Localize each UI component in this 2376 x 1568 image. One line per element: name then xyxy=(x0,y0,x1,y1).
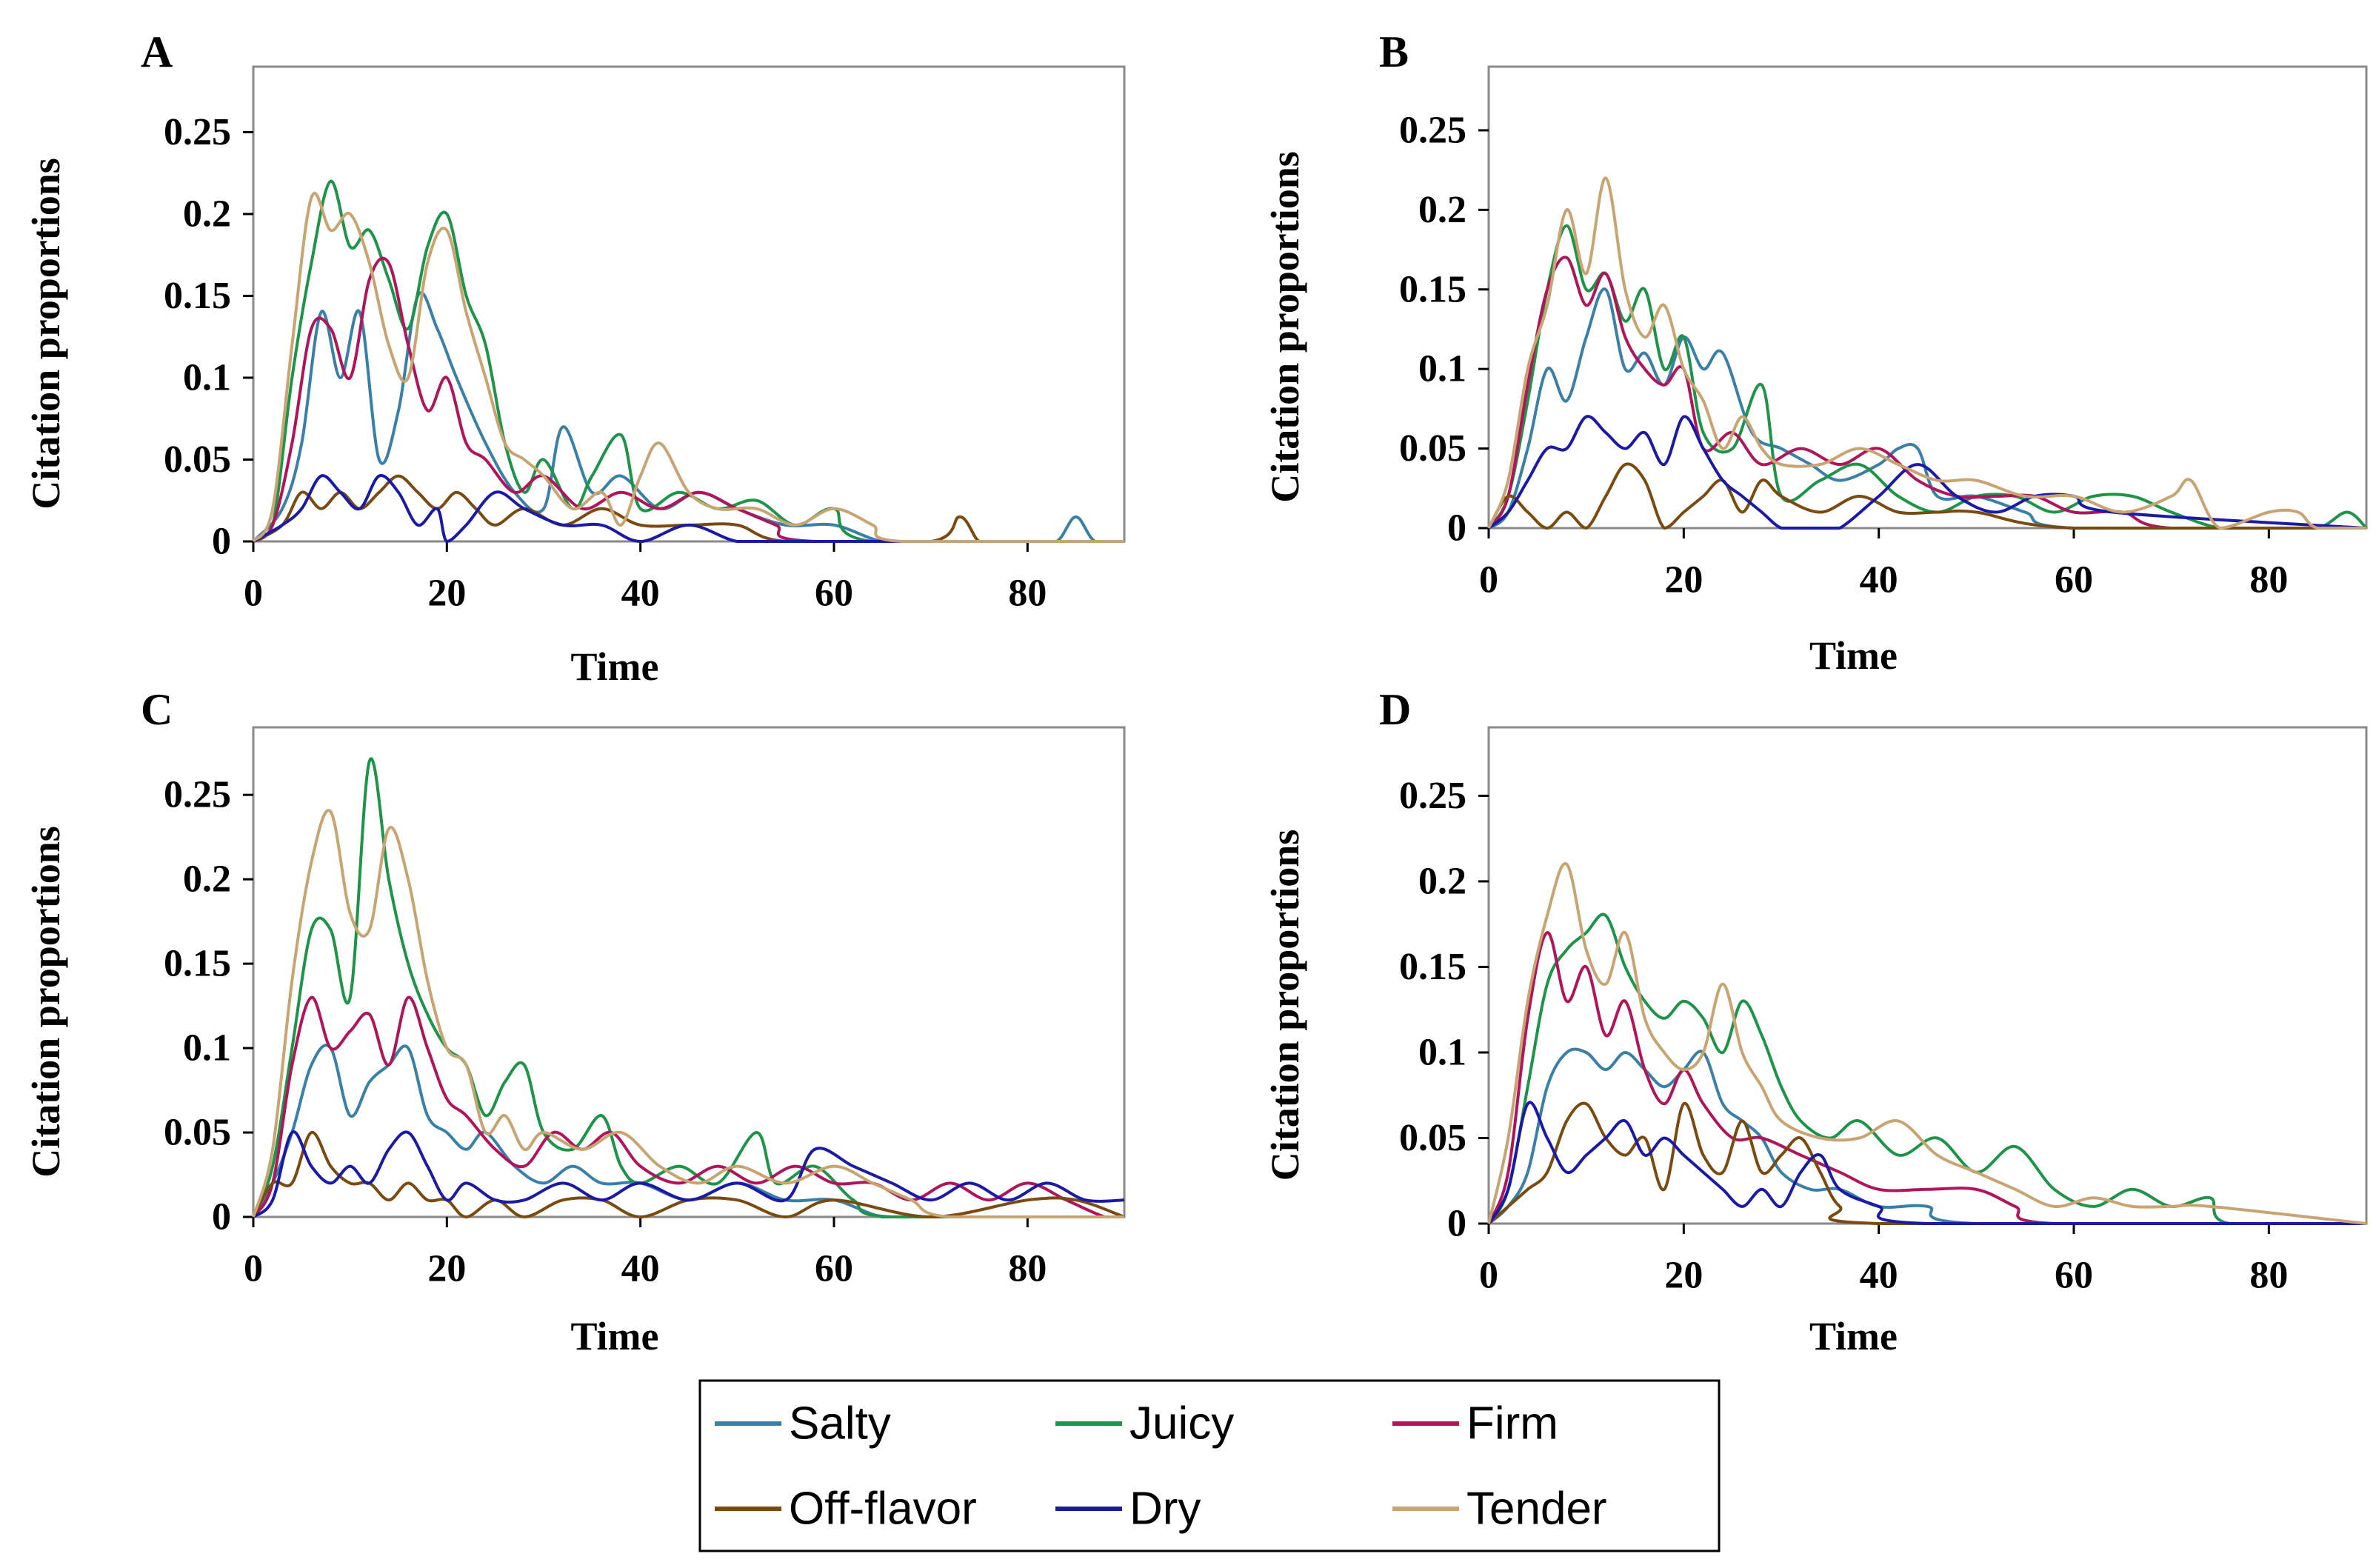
panel-b-y-axis-title: Citation proportions xyxy=(1263,151,1307,503)
panel-a-series-off-flavor xyxy=(253,474,1124,544)
legend-label-tender: Tender xyxy=(1466,1484,1607,1535)
panel-b-ytick-label-4: 0.2 xyxy=(1418,189,1466,231)
panel-d-series-dry xyxy=(1487,1101,2366,1226)
panel-b-series-off-flavor xyxy=(1487,462,2366,530)
panel-b-xtick-label-4: 80 xyxy=(2249,559,2288,601)
panel-c-ytick-label-5: 0.25 xyxy=(164,774,231,816)
panel-a-x-axis-title: Time xyxy=(571,644,659,689)
panel-c-ytick-label-1: 0.05 xyxy=(164,1112,231,1154)
legend-label-salty: Salty xyxy=(789,1398,891,1449)
panel-b-letter: B xyxy=(1379,27,1409,76)
panel-a-xtick-label-1: 20 xyxy=(427,573,466,615)
panel-a-ytick-label-1: 0.05 xyxy=(164,438,231,481)
panel-d-ytick-label-2: 0.1 xyxy=(1418,1031,1466,1073)
panel-b-series-firm xyxy=(1487,256,2366,530)
panel-a-ytick-label-4: 0.2 xyxy=(183,193,231,235)
panel-c-y-axis-title: Citation proportions xyxy=(24,826,68,1178)
panel-c-xtick-label-1: 20 xyxy=(427,1248,466,1290)
panel-b-xtick-label-2: 40 xyxy=(1860,559,1898,601)
panel-c-xtick-label-4: 80 xyxy=(1008,1248,1047,1290)
panel-d-ytick-label-5: 0.25 xyxy=(1399,775,1466,817)
panel-d-ytick-label-3: 0.15 xyxy=(1399,946,1466,988)
panel-a-letter: A xyxy=(141,27,173,76)
panel-b-xtick-label-3: 60 xyxy=(2055,559,2093,601)
panel-d-xtick-label-0: 0 xyxy=(1479,1255,1498,1297)
legend-label-off-flavor: Off-flavor xyxy=(789,1484,977,1535)
panel-d-ytick-label-4: 0.2 xyxy=(1418,860,1466,902)
panel-c-x-axis-title: Time xyxy=(571,1314,659,1358)
panel-a-series-juicy xyxy=(252,179,1124,544)
panel-a-ytick-label-5: 0.25 xyxy=(164,111,231,153)
panel-d-series-firm xyxy=(1487,931,2366,1226)
panel-d-y-axis-title: Citation proportions xyxy=(1263,830,1307,1181)
panel-c-xtick-label-2: 40 xyxy=(621,1248,660,1290)
panel-a-ytick-label-0: 0 xyxy=(212,521,231,563)
panel-b-series-dry xyxy=(1487,415,2367,530)
panel-d-xtick-label-2: 40 xyxy=(1860,1255,1898,1297)
panel-c-ytick-label-4: 0.2 xyxy=(183,858,231,901)
panel-c-series-salty xyxy=(252,1044,1124,1219)
panel-a-plot-area xyxy=(252,65,1126,543)
panel-a-xtick-label-3: 60 xyxy=(815,573,853,615)
panel-a-series-tender xyxy=(252,191,1124,544)
panel-c-letter: C xyxy=(141,685,173,734)
panel-a-xtick-label-4: 80 xyxy=(1008,573,1047,615)
panel-d-plot-area xyxy=(1487,726,2368,1225)
panel-c-series-tender xyxy=(252,809,1124,1218)
panel-b-series-tender xyxy=(1487,176,2366,530)
panel-b-ytick-label-5: 0.25 xyxy=(1399,109,1466,151)
panel-b-x-axis-title: Time xyxy=(1809,633,1898,678)
panel-b-ytick-label-3: 0.15 xyxy=(1399,268,1466,310)
panel-d-xtick-label-1: 20 xyxy=(1664,1255,1703,1297)
panel-a-ytick-label-3: 0.15 xyxy=(164,275,231,317)
panel-c-ytick-label-2: 0.1 xyxy=(183,1027,231,1070)
panel-c-series-firm xyxy=(252,995,1124,1218)
panel-c-xtick-label-3: 60 xyxy=(815,1248,853,1290)
panel-b-plot-area xyxy=(1487,65,2368,530)
legend-label-dry: Dry xyxy=(1129,1484,1201,1535)
panel-d-ytick-label-1: 0.05 xyxy=(1399,1117,1466,1159)
panel-d-series-off-flavor xyxy=(1487,1101,2366,1226)
panel-c-series-juicy xyxy=(252,757,1124,1219)
panel-d-series-salty xyxy=(1487,1047,2366,1226)
panel-c-ytick-label-3: 0.15 xyxy=(164,943,231,985)
panel-b-xtick-label-0: 0 xyxy=(1479,559,1498,601)
panel-c-plot-area xyxy=(252,726,1126,1218)
legend-label-juicy: Juicy xyxy=(1129,1398,1234,1449)
legend-label-firm: Firm xyxy=(1466,1398,1558,1449)
panel-a-ytick-label-2: 0.1 xyxy=(183,356,231,398)
panel-a-y-axis-title: Citation proportions xyxy=(24,158,68,510)
panel-a-xtick-label-2: 40 xyxy=(621,573,660,615)
panel-c-xtick-label-0: 0 xyxy=(244,1248,263,1290)
panel-d-xtick-label-3: 60 xyxy=(2055,1255,2093,1297)
panel-d-x-axis-title: Time xyxy=(1809,1314,1898,1358)
panel-a-xtick-label-0: 0 xyxy=(244,573,263,615)
panel-d-letter: D xyxy=(1379,685,1411,734)
panel-b-ytick-label-0: 0 xyxy=(1447,507,1466,550)
panel-d-series-juicy xyxy=(1487,913,2366,1226)
panel-c-ytick-label-0: 0 xyxy=(212,1196,231,1238)
panel-b-xtick-label-1: 20 xyxy=(1664,559,1703,601)
panel-d-ytick-label-0: 0 xyxy=(1447,1203,1466,1245)
panel-a-series-dry xyxy=(253,474,1124,544)
panel-b-ytick-label-2: 0.1 xyxy=(1418,348,1466,390)
panel-c-series-dry xyxy=(252,1130,1125,1218)
panel-d-series-tender xyxy=(1487,862,2367,1225)
panel-b-series-juicy xyxy=(1487,224,2368,530)
panel-b-ytick-label-1: 0.05 xyxy=(1399,427,1466,470)
panel-d-xtick-label-4: 80 xyxy=(2249,1255,2288,1297)
panel-a-series-firm xyxy=(252,256,1124,544)
legend-box xyxy=(698,1379,1721,1552)
panel-c-series-off-flavor xyxy=(252,1131,1125,1218)
